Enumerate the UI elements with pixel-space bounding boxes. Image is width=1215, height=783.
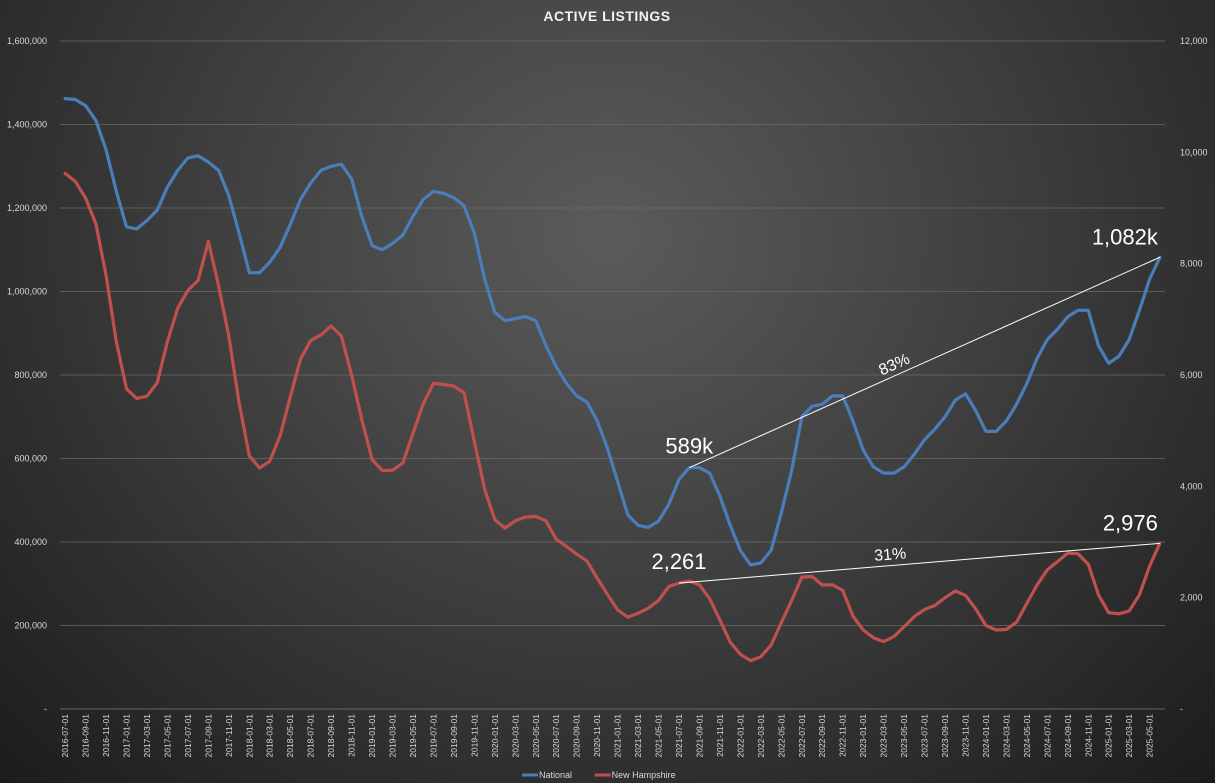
- x-axis-tick-label: 2023-01-01: [858, 714, 868, 758]
- x-axis-tick-label: 2024-09-01: [1063, 714, 1073, 758]
- x-axis-tick-label: 2022-05-01: [776, 714, 786, 758]
- right-axis-tick-label: 8,000: [1180, 259, 1203, 269]
- x-axis-tick-label: 2023-03-01: [879, 714, 889, 758]
- x-axis-tick-label: 2019-01-01: [367, 714, 377, 758]
- left-axis-tick-label: 1,400,000: [7, 120, 47, 130]
- x-axis-tick-label: 2021-03-01: [633, 714, 643, 758]
- legend: National New Hampshire: [522, 770, 676, 780]
- x-axis-tick-label: 2017-01-01: [122, 714, 132, 758]
- x-axis-tick-label: 2020-09-01: [572, 714, 582, 758]
- end-value-label: 2,976: [1103, 510, 1158, 535]
- x-axis-tick-label: 2023-11-01: [960, 714, 970, 757]
- left-axis-tick-label: 1,600,000: [7, 36, 47, 46]
- x-axis-tick-label: 2017-03-01: [142, 714, 152, 758]
- start-value-label: 2,261: [651, 549, 706, 574]
- start-value-label: 589k: [665, 434, 714, 459]
- x-axis-tick-label: 2019-11-01: [469, 714, 479, 757]
- x-axis-tick-label: 2018-07-01: [306, 714, 316, 758]
- x-axis-tick-label: 2019-07-01: [428, 714, 438, 758]
- x-axis-tick-label: 2018-09-01: [326, 714, 336, 758]
- x-axis-tick-label: 2024-03-01: [1001, 714, 1011, 758]
- x-axis-tick-label: 2018-03-01: [265, 714, 275, 758]
- x-axis-tick-label: 2021-05-01: [654, 714, 664, 758]
- x-axis-tick-label: 2020-03-01: [510, 714, 520, 758]
- x-axis-tick-label: 2021-01-01: [613, 714, 623, 758]
- x-axis-tick-label: 2019-03-01: [388, 714, 398, 758]
- legend-label-national: National: [539, 770, 572, 780]
- left-axis-tick-label: 400,000: [14, 537, 47, 547]
- x-axis-tick-label: 2023-07-01: [920, 714, 930, 758]
- x-axis-tick-label: 2024-11-01: [1083, 714, 1093, 757]
- right-axis-tick-label: 12,000: [1180, 36, 1208, 46]
- x-axis-tick-label: 2023-05-01: [899, 714, 909, 758]
- x-axis-tick-label: 2021-11-01: [715, 714, 725, 757]
- chart-title: ACTIVE LISTINGS: [543, 8, 670, 24]
- left-axis-tick-label: 800,000: [14, 370, 47, 380]
- left-axis-tick-label: 1,200,000: [7, 203, 47, 213]
- trend-line: [678, 542, 1160, 584]
- x-axis-tick-label: 2020-11-01: [592, 714, 602, 757]
- gridlines: [60, 40, 1165, 626]
- series-lines: [63, 96, 1162, 663]
- right-axis: - 2,000 4,000 6,000 8,000 10,000 12,000: [1180, 36, 1208, 714]
- x-axis-tick-label: 2017-05-01: [162, 714, 172, 758]
- series-line-new-hampshire: [63, 171, 1162, 663]
- x-axis-tick-label: 2023-09-01: [940, 714, 950, 758]
- x-axis-tick-label: 2020-01-01: [490, 714, 500, 758]
- x-axis-tick-label: 2018-01-01: [244, 714, 254, 758]
- x-axis-tick-label: 2024-05-01: [1022, 714, 1032, 758]
- x-axis-tick-label: 2022-07-01: [797, 714, 807, 758]
- x-axis-tick-label: 2022-09-01: [817, 714, 827, 758]
- x-axis-tick-label: 2024-01-01: [981, 714, 991, 758]
- percent-change-label: 31%: [874, 545, 907, 565]
- x-axis-tick-label: 2020-07-01: [551, 714, 561, 758]
- right-axis-tick-label: -: [1180, 704, 1183, 714]
- x-axis-tick-label: 2021-09-01: [694, 714, 704, 758]
- x-axis-tick-label: 2018-11-01: [347, 714, 357, 757]
- x-axis-tick-label: 2017-11-01: [224, 714, 234, 757]
- x-axis-tick-label: 2016-11-01: [101, 714, 111, 757]
- x-axis-tick-label: 2020-05-01: [531, 714, 541, 758]
- x-axis-tick-label: 2016-07-01: [60, 714, 70, 758]
- x-axis-tick-label: 2017-09-01: [203, 714, 213, 758]
- x-axis-tick-label: 2022-01-01: [735, 714, 745, 758]
- left-axis-tick-label: 600,000: [14, 454, 47, 464]
- x-axis-tick-label: 2016-09-01: [81, 714, 91, 758]
- x-axis-tick-label: 2022-03-01: [756, 714, 766, 758]
- right-axis-tick-label: 4,000: [1180, 481, 1203, 491]
- x-axis-tick-label: 2021-07-01: [674, 714, 684, 758]
- x-axis-tick-label: 2018-05-01: [285, 714, 295, 758]
- x-axis-tick-label: 2017-07-01: [183, 714, 193, 758]
- right-axis-tick-label: 10,000: [1180, 147, 1208, 157]
- x-axis-tick-label: 2019-05-01: [408, 714, 418, 758]
- x-axis: 2016-07-01 2016-09-01 2016-11-01 2017-01-01…: [60, 708, 1165, 758]
- end-value-label: 1,082k: [1092, 224, 1159, 249]
- left-axis: - 200,000 400,000 600,000 800,000 1,000,000 1,…: [7, 36, 47, 714]
- x-axis-tick-label: 2025-05-01: [1145, 714, 1155, 758]
- x-axis-tick-label: 2019-09-01: [449, 714, 459, 758]
- x-axis-tick-label: 2025-01-01: [1104, 714, 1114, 758]
- left-axis-tick-label: 200,000: [14, 621, 47, 631]
- left-axis-tick-label: -: [44, 704, 47, 714]
- x-axis-tick-label: 2025-03-01: [1124, 714, 1134, 758]
- x-axis-tick-label: 2022-11-01: [838, 714, 848, 757]
- series-line-national: [63, 96, 1162, 567]
- right-axis-tick-label: 6,000: [1180, 370, 1203, 380]
- legend-label-new-hampshire: New Hampshire: [612, 770, 676, 780]
- right-axis-tick-label: 2,000: [1180, 593, 1203, 603]
- left-axis-tick-label: 1,000,000: [7, 287, 47, 297]
- x-axis-tick-label: 2024-07-01: [1042, 714, 1052, 758]
- trend-line: [689, 256, 1161, 469]
